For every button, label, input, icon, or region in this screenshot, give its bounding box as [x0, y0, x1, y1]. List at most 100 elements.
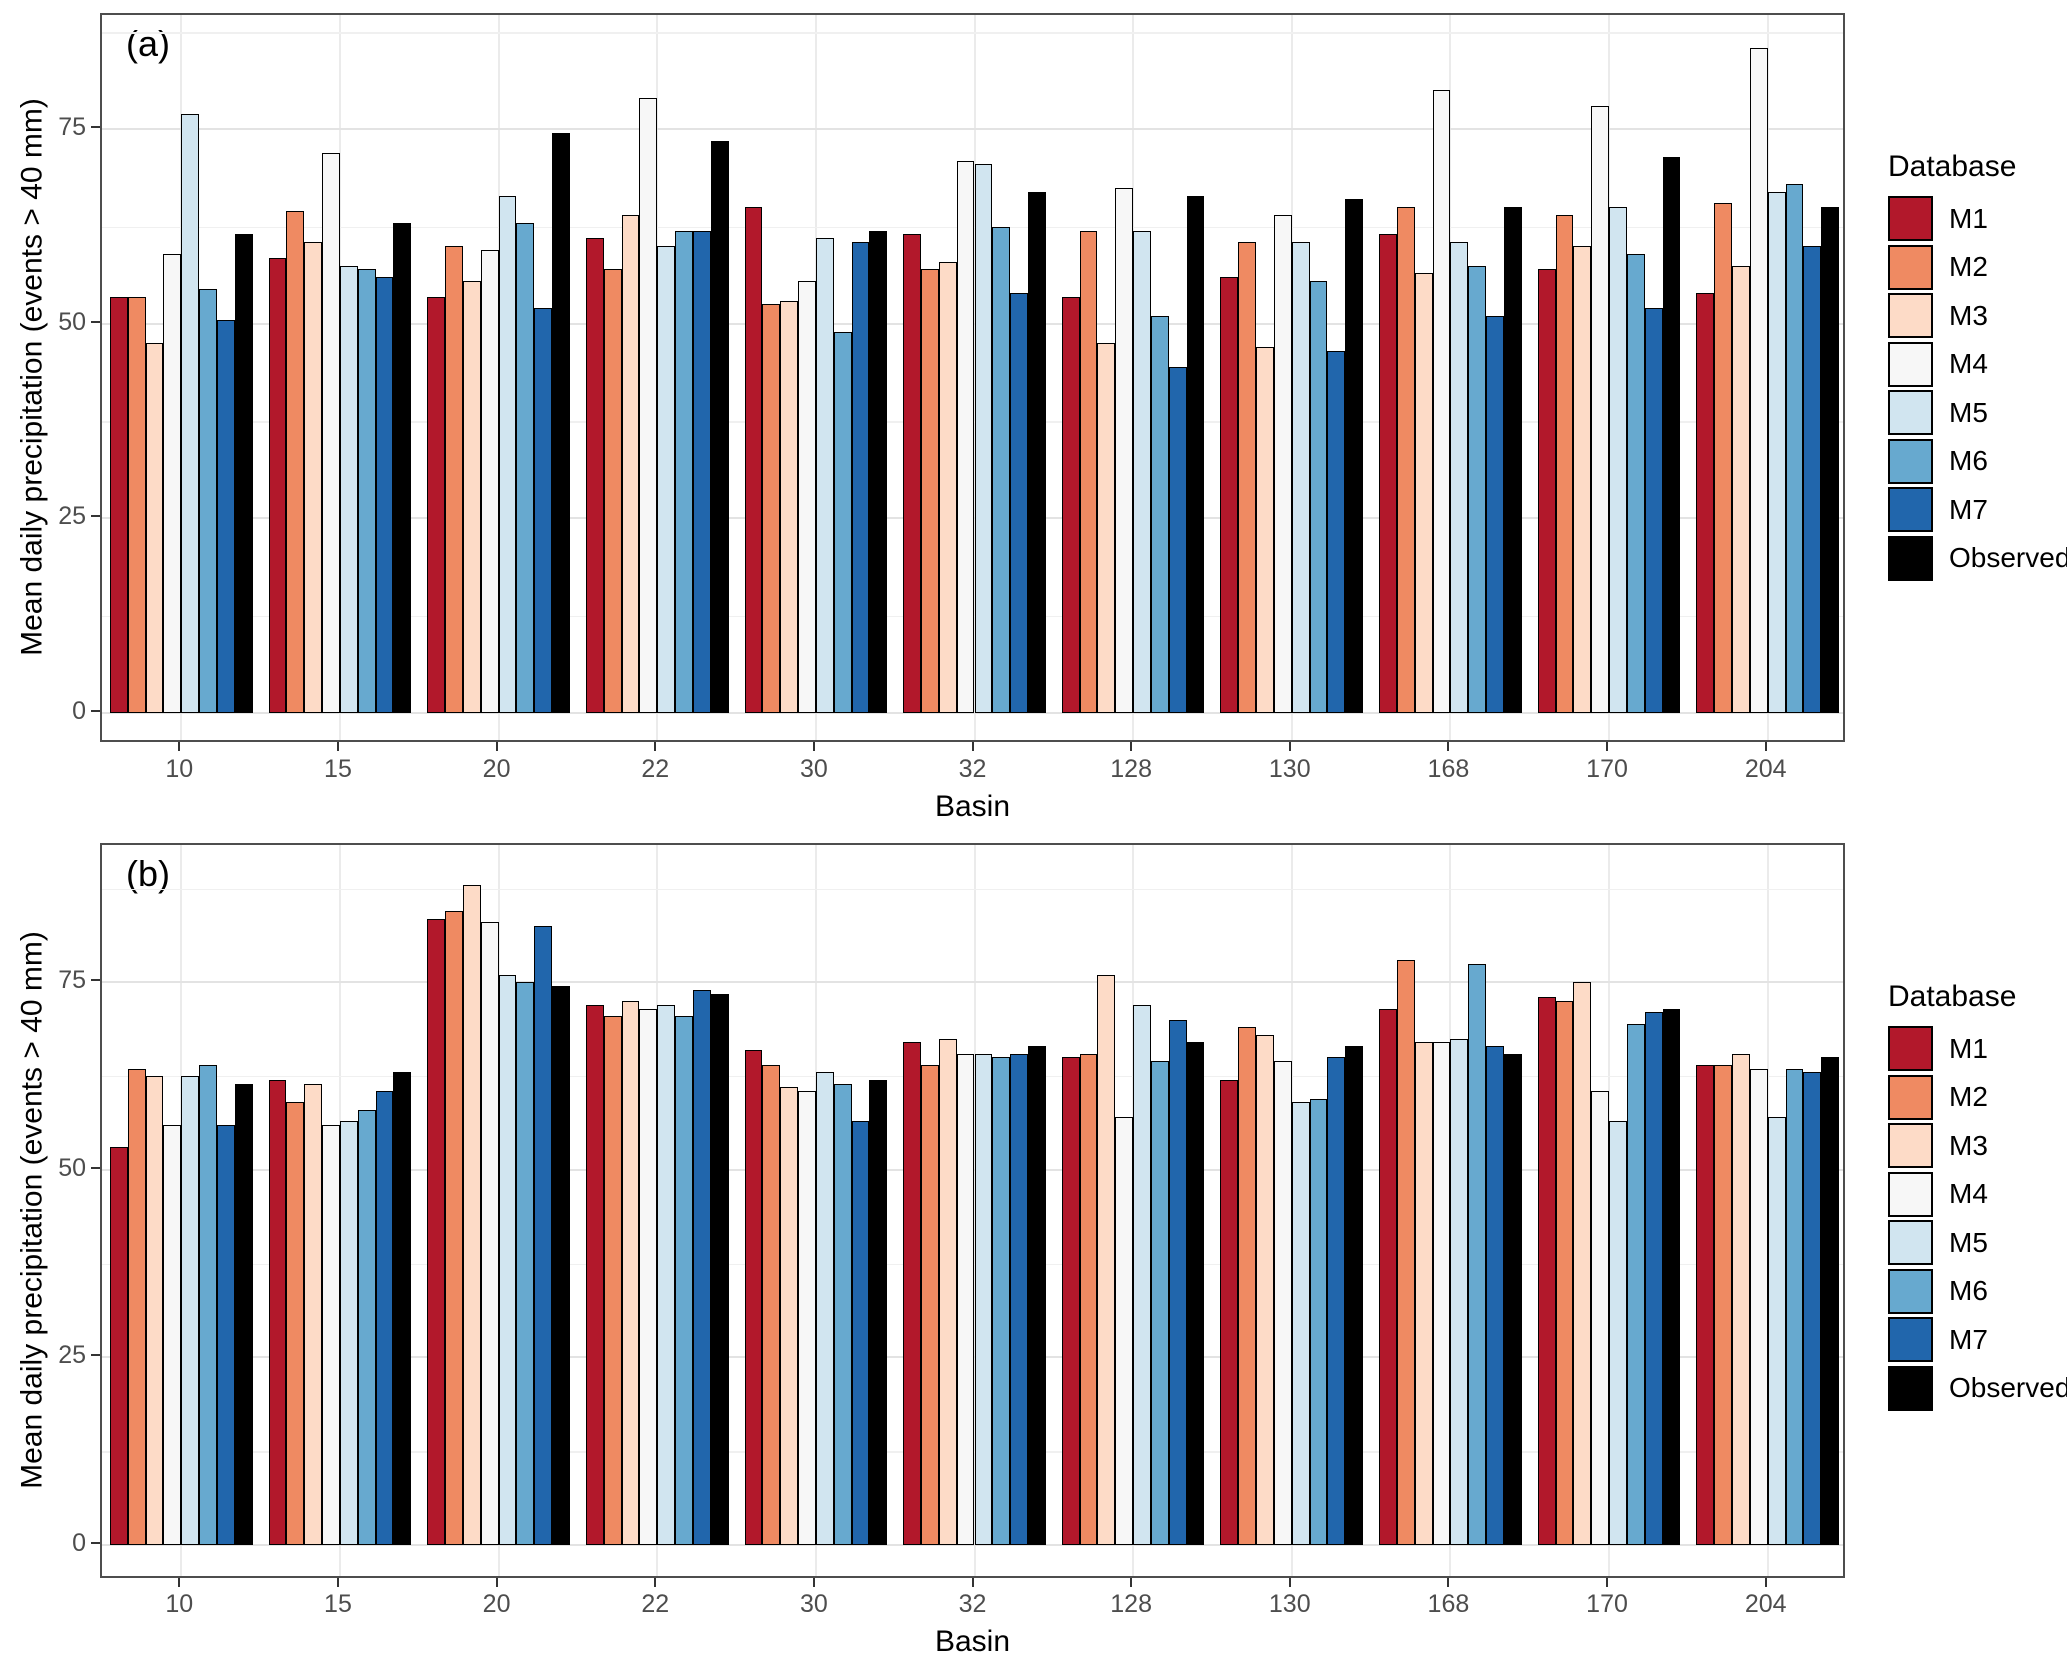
- bar-m3-basin-22: [621, 214, 640, 713]
- bar-observed-basin-170: [1662, 1008, 1681, 1545]
- bar-m1-basin-10: [109, 296, 128, 713]
- x-tick-label: 30: [799, 755, 828, 783]
- x-tick-label: 170: [1586, 1590, 1628, 1618]
- bar-m1-basin-15: [268, 257, 287, 713]
- legend-item-m2: M2: [1888, 1074, 2067, 1120]
- bar-observed-basin-32: [1028, 191, 1046, 713]
- legend-label: M1: [1949, 1032, 1988, 1064]
- legend-item-m7: M7: [1888, 1317, 2067, 1362]
- bar-m1-basin-10: [109, 1147, 128, 1545]
- legend-title-b: Database: [1888, 980, 2017, 1013]
- bar-m5-basin-15: [339, 265, 358, 713]
- bar-m1-basin-22: [585, 238, 604, 713]
- bar-m7-basin-32: [1010, 292, 1028, 713]
- bar-m6-basin-22: [675, 230, 693, 713]
- bar-m6-basin-168: [1468, 963, 1487, 1545]
- bar-m2-basin-30: [762, 304, 781, 713]
- y-tick-label: 50: [58, 1153, 86, 1182]
- x-tick-label: 20: [482, 1590, 511, 1618]
- x-tick-label: 204: [1744, 755, 1787, 783]
- y-tick-label: 25: [58, 1341, 86, 1370]
- legend-label: M3: [1949, 299, 1988, 331]
- bar-m6-basin-30: [833, 331, 852, 713]
- bar-m6-basin-32: [992, 1057, 1011, 1545]
- bar-observed-basin-20: [552, 133, 570, 713]
- gridline-major: [102, 981, 1843, 984]
- bar-m5-basin-204: [1767, 1117, 1786, 1545]
- bar-m4-basin-32: [956, 160, 975, 713]
- bar-observed-basin-20: [552, 986, 570, 1545]
- bar-observed-basin-128: [1186, 1042, 1205, 1545]
- bar-m2-basin-10: [127, 296, 146, 713]
- bar-m6-basin-20: [516, 222, 535, 713]
- bar-m7-basin-20: [534, 308, 553, 713]
- bar-m4-basin-22: [639, 1008, 658, 1545]
- legend-item-observed: Observed: [1888, 1365, 2067, 1411]
- legend-label: M6: [1949, 1275, 1988, 1306]
- bar-m7-basin-22: [692, 989, 711, 1545]
- bar-m4-basin-20: [480, 250, 499, 713]
- bar-m2-basin-170: [1555, 214, 1574, 713]
- y-tick-mark: [91, 1354, 100, 1357]
- bar-observed-basin-170: [1662, 156, 1681, 713]
- bar-m5-basin-130: [1291, 1102, 1310, 1545]
- x-tick-mark: [812, 742, 815, 751]
- gridline-major: [102, 712, 1843, 714]
- bar-m5-basin-22: [657, 1004, 676, 1545]
- bar-m3-basin-20: [462, 884, 481, 1545]
- legend-items-a: M1 M2 M3 M4 M5 M6 M7 Observed: [1888, 196, 2067, 584]
- bar-m7-basin-128: [1168, 1019, 1187, 1545]
- bar-m4-basin-168: [1432, 1042, 1451, 1545]
- legend-title-a: Database: [1888, 150, 2017, 183]
- bar-m2-basin-32: [920, 1064, 939, 1545]
- x-tick-mark: [1288, 742, 1291, 751]
- legend-item-m4: M4: [1888, 341, 2067, 387]
- legend-item-m4: M4: [1888, 1171, 2067, 1217]
- plot-area-b: (b): [100, 843, 1845, 1578]
- bar-m5-basin-15: [339, 1121, 358, 1545]
- y-tick-label: 75: [58, 966, 86, 995]
- bar-m3-basin-15: [304, 1083, 323, 1545]
- bar-m3-basin-128: [1097, 974, 1116, 1545]
- y-tick-label: 75: [58, 113, 86, 142]
- bar-m1-basin-30: [744, 1049, 763, 1545]
- legend-label: M7: [1949, 1323, 1988, 1355]
- x-tick-mark: [812, 1578, 815, 1587]
- bar-m3-basin-15: [304, 242, 323, 713]
- x-tick-label: 10: [165, 1590, 194, 1618]
- bar-m6-basin-10: [199, 288, 217, 713]
- bar-m4-basin-10: [163, 1124, 182, 1545]
- bar-m6-basin-20: [516, 982, 535, 1545]
- legend-item-m6: M6: [1888, 438, 2067, 484]
- x-tick-mark: [1288, 1578, 1291, 1587]
- x-tick-label: 22: [641, 755, 670, 783]
- bar-m7-basin-10: [216, 1124, 235, 1545]
- bar-m2-basin-32: [920, 269, 939, 713]
- legend-swatch-m4: [1888, 1171, 1933, 1217]
- x-tick-mark: [1764, 1578, 1767, 1587]
- x-tick-mark: [1606, 742, 1609, 751]
- x-tick-mark: [336, 742, 339, 751]
- bar-m4-basin-22: [639, 98, 658, 713]
- bar-m2-basin-128: [1079, 1053, 1098, 1545]
- bar-m1-basin-22: [585, 1004, 604, 1545]
- bar-m1-basin-20: [427, 296, 446, 713]
- bar-m6-basin-22: [675, 1016, 693, 1545]
- bar-m6-basin-204: [1785, 183, 1804, 713]
- panel-tag-a: (a): [126, 23, 170, 64]
- legend-swatch-m1: [1888, 196, 1933, 241]
- legend-swatch-m7: [1888, 487, 1933, 532]
- legend-item-m1: M1: [1888, 1026, 2067, 1071]
- bar-m6-basin-130: [1309, 1098, 1328, 1545]
- bar-observed-basin-30: [869, 1079, 888, 1545]
- bar-m2-basin-168: [1396, 207, 1415, 713]
- y-tick-mark: [91, 320, 100, 323]
- bar-observed-basin-15: [393, 222, 412, 713]
- y-tick-mark: [91, 1166, 100, 1169]
- bar-m4-basin-15: [322, 1124, 340, 1545]
- bar-m3-basin-168: [1414, 1042, 1433, 1545]
- bar-m4-basin-130: [1273, 214, 1292, 713]
- x-tick-label: 128: [1110, 755, 1152, 783]
- x-tick-label: 10: [165, 755, 194, 783]
